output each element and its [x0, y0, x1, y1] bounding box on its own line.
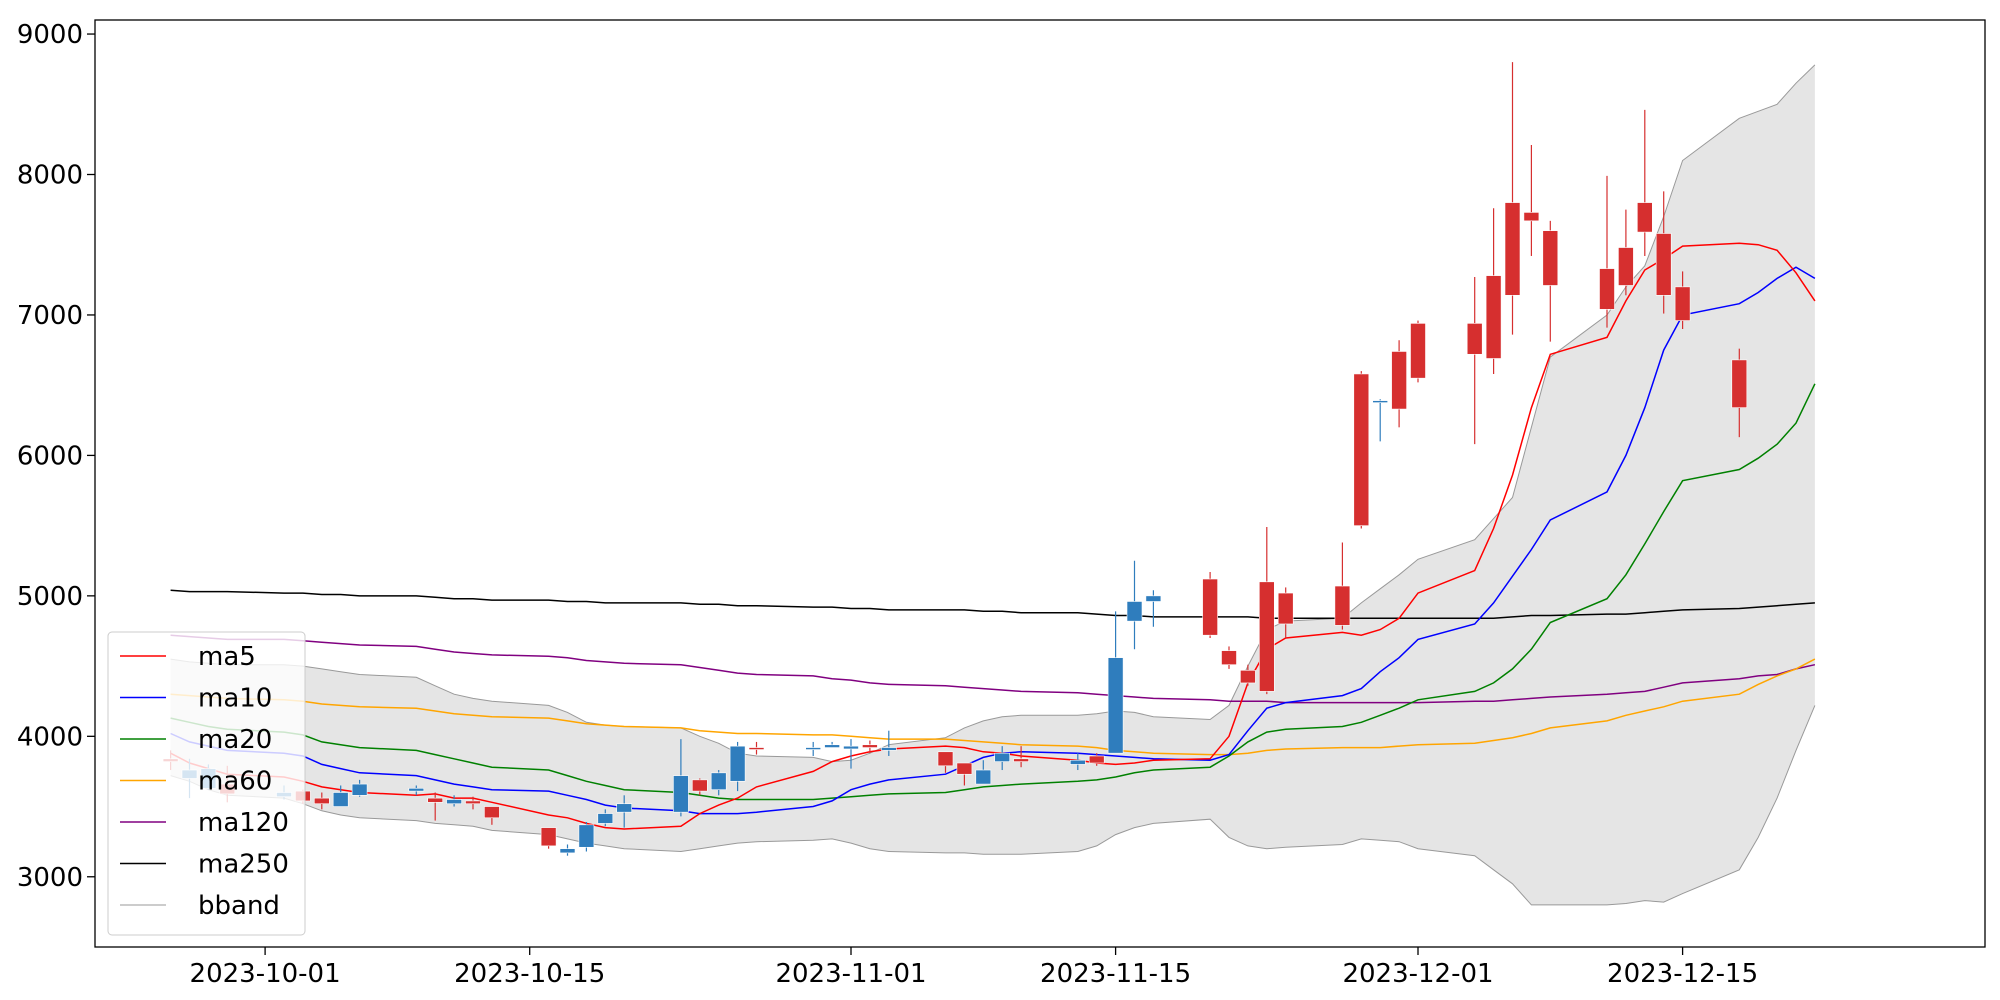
- candle-body: [597, 813, 614, 824]
- candle-body: [1618, 247, 1634, 286]
- plot-area: [162, 62, 1816, 906]
- y-tick-label: 7000: [17, 301, 83, 331]
- legend: ma5 ma10 ma20 ma60 ma120 ma250 bband: [107, 631, 306, 936]
- x-tick-label: 2023-11-01: [775, 959, 926, 989]
- y-tick-label: 5000: [17, 582, 83, 612]
- y-tick-label: 3000: [17, 863, 83, 893]
- candle-body: [975, 769, 992, 785]
- ma60-line: [170, 658, 1816, 756]
- candle-body: [748, 747, 765, 750]
- candle-body: [1221, 650, 1237, 665]
- candle-body: [616, 803, 633, 813]
- candle-body: [1731, 359, 1748, 408]
- x-tick-label: 2023-11-15: [1040, 959, 1191, 989]
- candle-body: [824, 744, 840, 748]
- candle-body: [729, 745, 746, 782]
- candle-body: [805, 747, 822, 750]
- ma120-line: [170, 634, 1816, 704]
- candle-body: [1277, 592, 1294, 625]
- x-tick-label: 2023-12-01: [1342, 959, 1493, 989]
- legend-label-ma250: ma250: [198, 850, 289, 880]
- candle-body: [937, 751, 954, 767]
- candle-body: [994, 752, 1011, 762]
- candle-body: [1088, 755, 1105, 764]
- candle-body: [1240, 670, 1256, 684]
- plot-frame: [94, 19, 1986, 948]
- ma5-line: [170, 242, 1816, 830]
- legend-label-ma60: ma60: [198, 767, 272, 797]
- y-tick-label: 8000: [17, 161, 83, 191]
- candle-body: [1145, 595, 1162, 602]
- candle-body: [1674, 286, 1691, 321]
- candle-body: [351, 783, 368, 796]
- candle-body: [1353, 373, 1370, 526]
- candle-body: [956, 762, 973, 775]
- candle-body: [1259, 581, 1275, 692]
- candle-body: [465, 800, 481, 805]
- candle-body: [691, 779, 708, 792]
- x-tick-label: 2023-12-15: [1607, 959, 1758, 989]
- y-tick-label: 9000: [17, 20, 83, 50]
- ma10-line: [170, 266, 1816, 815]
- candle-body: [1410, 323, 1426, 379]
- candle-body: [559, 848, 576, 854]
- candle-body: [1599, 268, 1615, 310]
- candle-body: [862, 744, 878, 748]
- candle-body: [578, 824, 595, 848]
- legend-label-ma10: ma10: [198, 684, 272, 714]
- x-tick-label: 2023-10-01: [190, 959, 341, 989]
- bband-upper-line: [170, 64, 1816, 763]
- candle-body: [1334, 585, 1351, 626]
- candle-body: [1637, 202, 1653, 233]
- candle-body: [1504, 202, 1521, 296]
- candle-body: [332, 792, 349, 807]
- candle-body: [446, 799, 462, 805]
- candle-body: [673, 775, 689, 813]
- candle-body: [1202, 578, 1218, 636]
- candle-body: [1372, 400, 1388, 403]
- candle-body: [880, 747, 897, 751]
- candle-body: [1391, 351, 1407, 410]
- candle-body: [1485, 275, 1502, 359]
- candle-body: [1013, 758, 1029, 762]
- candle-body: [1466, 323, 1483, 355]
- bband-lower-line: [170, 705, 1816, 906]
- candle-body: [1107, 657, 1124, 754]
- legend-label-ma20: ma20: [198, 725, 272, 755]
- axes: 3000 4000 5000 6000 7000 8000 9000 2023-10-01 20…: [17, 19, 1986, 989]
- candle-body: [408, 787, 425, 792]
- y-tick-label: 6000: [17, 441, 83, 471]
- candle-body: [1655, 233, 1672, 296]
- candle-body: [313, 797, 330, 805]
- legend-label-bband: bband: [198, 891, 280, 921]
- candle-body: [843, 745, 859, 750]
- y-tick-label: 4000: [17, 722, 83, 752]
- ma20-line: [170, 383, 1816, 801]
- candle-body: [427, 797, 444, 803]
- legend-label-ma5: ma5: [198, 642, 256, 672]
- bband-fill: [170, 64, 1815, 905]
- candle-body: [1542, 230, 1559, 286]
- legend-label-ma120: ma120: [198, 808, 289, 838]
- legend-box: [107, 631, 306, 936]
- candle-body: [1126, 601, 1143, 622]
- candle-body: [710, 772, 727, 790]
- candle-body: [1523, 212, 1540, 222]
- candle-body: [1070, 759, 1086, 765]
- x-tick-label: 2023-10-15: [454, 959, 605, 989]
- candle-body: [484, 806, 500, 819]
- ma250-line: [170, 589, 1815, 620]
- candle-body: [540, 827, 557, 847]
